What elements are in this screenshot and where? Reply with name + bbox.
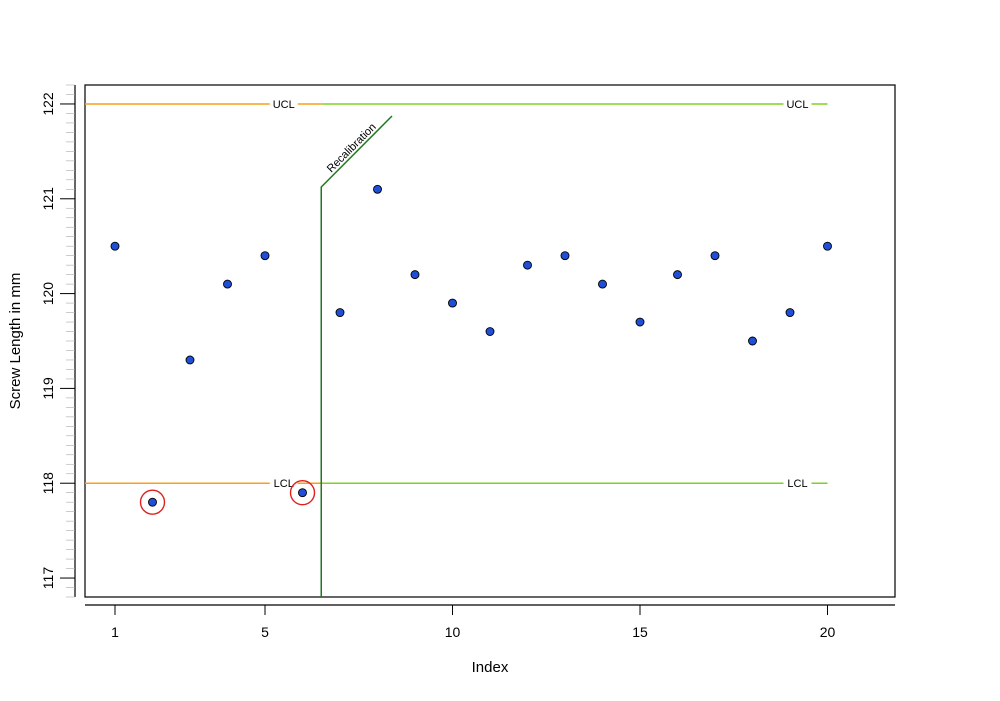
data-point: [110, 241, 120, 251]
x-tick-label: 20: [820, 624, 836, 640]
data-points: [110, 184, 832, 507]
y-tick-label: 117: [40, 567, 56, 590]
limit-label-bg: [783, 476, 812, 491]
recalibration-label: Recalibration: [325, 121, 379, 175]
data-point: [560, 251, 570, 261]
data-point: [523, 260, 532, 270]
y-tick-label: 118: [40, 472, 56, 495]
data-point: [260, 251, 270, 261]
limit-label: UCL: [786, 99, 808, 111]
highlight-circles: [139, 480, 316, 515]
x-axis-label: Index: [472, 659, 509, 676]
limit-label-bg: [269, 96, 298, 111]
limit-label: LCL: [274, 478, 294, 490]
y-tick-label: 120: [40, 282, 56, 306]
y-tick-label: 121: [40, 187, 56, 211]
data-point: [410, 270, 420, 280]
y-tick-label: 119: [40, 377, 56, 400]
data-point: [598, 279, 607, 289]
data-point: [448, 298, 457, 308]
x-axis-ticks: 1 5 10 15 20: [111, 605, 835, 640]
x-tick-label: 10: [445, 624, 461, 640]
data-point: [748, 336, 757, 346]
x-tick-label: 15: [632, 624, 648, 640]
data-point: [148, 497, 157, 507]
data-point: [823, 241, 832, 251]
y-axis-label: Screw Length in mm: [7, 273, 24, 410]
data-point: [485, 327, 495, 336]
data-point: [223, 279, 232, 289]
limit-lines: UCL UCL LCL LCL: [85, 96, 828, 491]
data-point: [335, 308, 345, 318]
x-tick-label: 1: [111, 624, 119, 640]
limit-label-bg: [783, 96, 812, 111]
data-point: [373, 184, 382, 194]
plot-frame: [84, 84, 896, 598]
data-point: [635, 317, 645, 327]
recalibration-line: [320, 115, 393, 597]
y-tick-label: 122: [40, 92, 56, 116]
x-tick-label: 5: [261, 624, 269, 640]
highlight-circle: [289, 480, 316, 506]
data-point: [185, 355, 195, 365]
data-point: [710, 251, 720, 261]
data-point: [298, 488, 307, 498]
highlight-circle: [139, 489, 166, 515]
data-point: [673, 270, 682, 280]
limit-label: LCL: [787, 478, 807, 490]
y-axis-ticks: 117 118 119 120 121 122: [40, 84, 75, 598]
limit-label: UCL: [273, 99, 295, 111]
data-point: [785, 308, 795, 318]
limit-label-bg: [269, 476, 298, 491]
